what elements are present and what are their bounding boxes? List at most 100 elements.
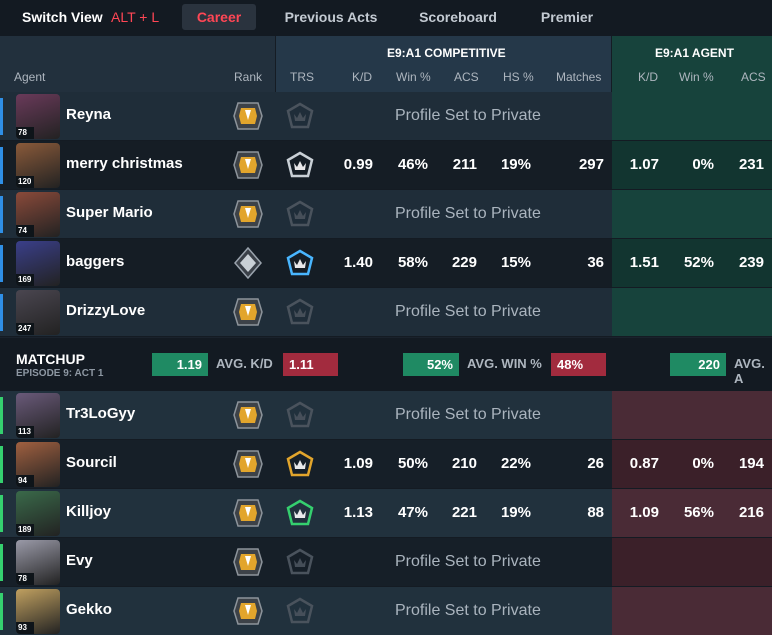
agent-avatar: 189 <box>16 491 60 536</box>
player-name[interactable]: Evy <box>66 552 93 569</box>
player-name[interactable]: merry christmas <box>66 155 183 172</box>
agent-avatar: 247 <box>16 290 60 335</box>
trs-icon <box>286 499 314 527</box>
agent-group-header: E9:A1 AGENT <box>655 46 734 60</box>
matches-value: 36 <box>587 254 604 271</box>
avg-acs-ours: 220 <box>670 353 726 376</box>
trs-icon <box>286 450 314 478</box>
agent-avatar: 120 <box>16 143 60 188</box>
win-rate-value: 58% <box>397 254 428 271</box>
account-level-badge: 93 <box>16 622 34 634</box>
matchup-subtitle: EPISODE 9: ACT 1 <box>16 368 104 379</box>
rank-icon <box>233 149 263 181</box>
row-divider <box>0 488 772 489</box>
agent-acs-value: 194 <box>738 455 764 472</box>
kd-value: 1.13 <box>343 504 373 521</box>
player-name[interactable]: DrizzyLove <box>66 302 146 319</box>
col-hs: HS % <box>503 70 534 84</box>
agent-kd-value: 1.09 <box>629 504 659 521</box>
agent-avatar: 74 <box>16 192 60 237</box>
col-kd: K/D <box>352 70 373 84</box>
account-level-badge: 74 <box>16 225 34 237</box>
agent-avatar: 78 <box>16 94 60 139</box>
kd-value: 1.40 <box>343 254 373 271</box>
win-rate-value: 47% <box>397 504 428 521</box>
player-row[interactable]: 78 Reyna Profile Set to Private <box>0 92 772 141</box>
player-name[interactable]: Super Mario <box>66 204 153 221</box>
player-name[interactable]: Sourcil <box>66 454 117 471</box>
kd-value: 1.09 <box>343 455 373 472</box>
player-name[interactable]: Reyna <box>66 106 112 123</box>
col-agent-acs: ACS <box>741 70 766 84</box>
row-divider <box>0 336 772 337</box>
avg-kd-theirs: 1.11 <box>283 353 338 376</box>
row-divider <box>0 537 772 538</box>
rank-icon <box>233 497 263 529</box>
avg-win-label: AVG. WIN % <box>467 356 542 371</box>
trs-icon <box>286 102 314 130</box>
private-profile-text: Profile Set to Private <box>395 553 541 570</box>
agent-avatar: 93 <box>16 589 60 634</box>
agent-win-value: 0% <box>692 156 714 173</box>
acs-value: 221 <box>451 504 477 521</box>
private-profile-text: Profile Set to Private <box>395 602 541 619</box>
acs-value: 210 <box>451 455 477 472</box>
row-divider <box>0 238 772 239</box>
agent-avatar: 78 <box>16 540 60 585</box>
tab-scoreboard[interactable]: Scoreboard <box>419 9 497 25</box>
table-header: Agent Rank E9:A1 COMPETITIVE E9:A1 AGENT… <box>0 36 772 92</box>
player-row[interactable]: 189 Killjoy 1.13 47% 221 19% 88 1.09 56% 216 <box>0 489 772 538</box>
account-level-badge: 94 <box>16 475 34 487</box>
player-name[interactable]: baggers <box>66 253 125 270</box>
win-rate-value: 50% <box>397 455 428 472</box>
private-profile-text: Profile Set to Private <box>395 205 541 222</box>
acs-value: 229 <box>451 254 477 271</box>
trs-icon <box>286 548 314 576</box>
private-profile-text: Profile Set to Private <box>395 406 541 423</box>
agent-avatar: 113 <box>16 393 60 438</box>
switch-view-hotkey: ALT + L <box>111 9 160 25</box>
avg-kd-label: AVG. K/D <box>216 356 273 371</box>
row-divider <box>0 189 772 190</box>
agent-avatar: 94 <box>16 442 60 487</box>
rank-icon <box>233 448 263 480</box>
trs-icon <box>286 298 314 326</box>
account-level-badge: 78 <box>16 573 34 585</box>
rank-icon <box>233 595 263 627</box>
player-row[interactable]: 120 merry christmas 0.99 46% 211 19% 297 1.07 0%… <box>0 141 772 190</box>
tab-previous-acts[interactable]: Previous Acts <box>284 9 378 25</box>
avg-win-ours: 52% <box>403 353 459 376</box>
player-row[interactable]: 169 baggers 1.40 58% 229 15% 36 1.51 52% 239 <box>0 239 772 288</box>
rank-icon <box>233 296 263 328</box>
top-bar: Switch View ALT + L Career Previous Acts… <box>0 0 772 36</box>
tab-career[interactable]: Career <box>182 4 256 30</box>
col-agent: Agent <box>14 70 46 84</box>
player-name[interactable]: Killjoy <box>66 503 112 520</box>
col-agent-win: Win % <box>679 70 714 84</box>
player-name[interactable]: Gekko <box>66 601 112 618</box>
kd-value: 0.99 <box>343 156 373 173</box>
matchup-title: MATCHUP <box>16 351 85 367</box>
agent-acs-value: 216 <box>738 504 764 521</box>
player-row[interactable]: 78 Evy Profile Set to Private <box>0 538 772 587</box>
tab-premier[interactable]: Premier <box>540 9 594 25</box>
player-row[interactable]: 93 Gekko Profile Set to Private <box>0 587 772 635</box>
player-row[interactable]: 247 DrizzyLove Profile Set to Private <box>0 288 772 337</box>
trs-icon <box>286 249 314 277</box>
col-acs: ACS <box>454 70 479 84</box>
rank-icon <box>233 399 263 431</box>
player-row[interactable]: 94 Sourcil 1.09 50% 210 22% 26 0.87 0% 194 <box>0 440 772 489</box>
rank-icon <box>233 546 263 578</box>
matches-value: 297 <box>578 156 604 173</box>
player-row[interactable]: 74 Super Mario Profile Set to Private <box>0 190 772 239</box>
matches-value: 26 <box>587 455 604 472</box>
player-row[interactable]: 113 Tr3LoGyy Profile Set to Private <box>0 391 772 440</box>
agent-avatar: 169 <box>16 241 60 286</box>
avg-kd-ours: 1.19 <box>152 353 208 376</box>
switch-view-label[interactable]: Switch View <box>22 9 103 25</box>
agent-acs-value: 231 <box>738 156 764 173</box>
trs-icon <box>286 401 314 429</box>
matchup-bar: MATCHUP EPISODE 9: ACT 1 1.19 AVG. K/D 1… <box>0 338 772 391</box>
rank-icon <box>233 246 263 280</box>
player-name[interactable]: Tr3LoGyy <box>66 405 136 422</box>
